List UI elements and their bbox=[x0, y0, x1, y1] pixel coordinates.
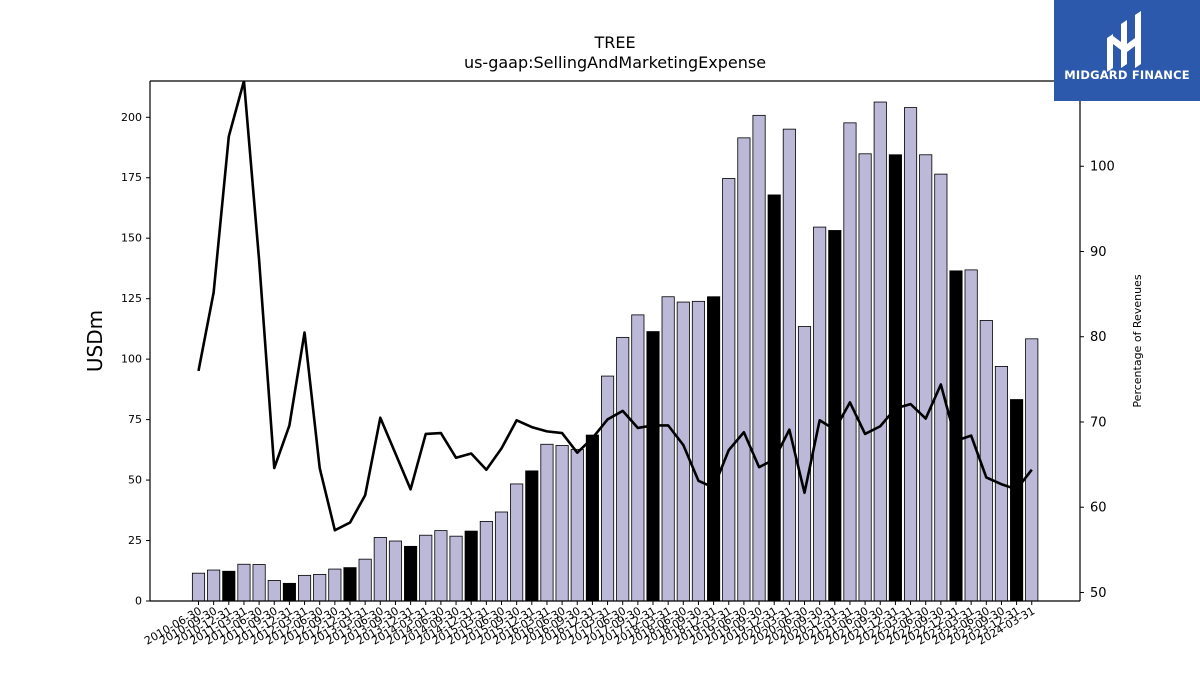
bar-2019-03-31 bbox=[722, 178, 736, 602]
bar-2013-06-30 bbox=[373, 536, 387, 602]
bar-2010-12-31 bbox=[222, 570, 236, 602]
bar-2014-03-31 bbox=[419, 534, 433, 602]
bar-2023-06-30 bbox=[979, 320, 993, 602]
chart-title: TREE bbox=[593, 33, 635, 52]
y-tick-label-200: 200 bbox=[121, 111, 142, 124]
y2-tick-label-70: 70 bbox=[1090, 415, 1107, 430]
bar-2021-12-31 bbox=[888, 154, 902, 602]
y2-tick-label-50: 50 bbox=[1090, 586, 1107, 601]
bar-2022-03-31 bbox=[904, 107, 918, 602]
bar-2010-06-30 bbox=[191, 572, 206, 602]
bar-2018-06-30 bbox=[676, 301, 690, 602]
bar-2013-12-31 bbox=[404, 545, 418, 602]
y-tick-label-25: 25 bbox=[128, 534, 142, 547]
bar-2015-03-31 bbox=[479, 521, 493, 602]
bar-2016-12-31 bbox=[585, 434, 599, 602]
y2-tick-label-80: 80 bbox=[1090, 330, 1107, 345]
y2-tick-label-60: 60 bbox=[1090, 501, 1107, 516]
y2-tick-label-90: 90 bbox=[1090, 245, 1107, 260]
bar-2016-06-30 bbox=[555, 445, 569, 602]
bar-2015-12-31 bbox=[525, 470, 539, 602]
y-tick-label-50: 50 bbox=[128, 474, 142, 487]
bar-2017-09-30 bbox=[631, 314, 645, 602]
bar-2018-09-30 bbox=[691, 300, 705, 602]
bar-2011-12-31 bbox=[282, 582, 296, 602]
logo-mark-icon bbox=[1107, 11, 1141, 72]
bar-2014-09-30 bbox=[449, 535, 463, 602]
bar-2021-03-31 bbox=[843, 122, 857, 602]
y-tick-label-125: 125 bbox=[121, 292, 142, 305]
bar-2011-03-31 bbox=[237, 563, 251, 602]
percentage-line bbox=[197, 81, 1033, 532]
brand-logo: MIDGARD FINANCE bbox=[1054, 0, 1200, 101]
bar-2022-06-30 bbox=[919, 154, 933, 602]
bar-2020-06-30 bbox=[797, 326, 812, 602]
bar-2018-03-31 bbox=[661, 296, 675, 602]
bar-2012-03-31 bbox=[297, 574, 312, 602]
y-axis-label: USDm bbox=[83, 310, 107, 372]
bar-2020-09-30 bbox=[813, 226, 827, 602]
y-tick-label-150: 150 bbox=[121, 232, 142, 245]
bar-2015-09-30 bbox=[510, 483, 524, 602]
bar-2020-03-31 bbox=[782, 128, 796, 602]
bar-2011-06-30 bbox=[252, 564, 266, 602]
bar-2018-12-31 bbox=[707, 296, 721, 602]
bar-2020-12-31 bbox=[828, 230, 842, 602]
y-tick-label-175: 175 bbox=[121, 171, 142, 184]
chart-subtitle: us-gaap:SellingAndMarketingExpense bbox=[464, 53, 766, 72]
y-tick-label-0: 0 bbox=[135, 595, 142, 608]
bar-2021-09-30 bbox=[873, 101, 887, 602]
bar-2019-06-30 bbox=[737, 137, 751, 602]
bar-2015-06-30 bbox=[494, 511, 509, 602]
logo-text: MIDGARD FINANCE bbox=[1064, 68, 1190, 82]
y-tick-label-75: 75 bbox=[128, 413, 142, 426]
y2-tick-label-100: 100 bbox=[1090, 160, 1115, 175]
bar-2013-09-30 bbox=[388, 540, 402, 602]
bar-2019-12-31 bbox=[767, 194, 781, 602]
bar-2012-12-31 bbox=[343, 567, 357, 602]
bar-2010-09-30 bbox=[207, 569, 221, 602]
bar-2014-06-30 bbox=[434, 530, 448, 602]
bar-2019-09-30 bbox=[752, 114, 766, 602]
bar-2017-06-30 bbox=[616, 336, 630, 602]
bar-2012-06-30 bbox=[313, 574, 327, 602]
bar-2017-12-31 bbox=[646, 331, 660, 602]
bar-2012-09-30 bbox=[328, 568, 342, 602]
y2-axis-label: Percentage of Revenues bbox=[1131, 274, 1144, 407]
bar-2021-06-30 bbox=[858, 153, 872, 602]
bar-2016-09-30 bbox=[570, 448, 584, 602]
bar-2023-12-31 bbox=[1010, 399, 1024, 602]
y-tick-label-100: 100 bbox=[121, 353, 142, 366]
bar-2014-12-31 bbox=[464, 530, 478, 602]
bar-2016-03-31 bbox=[540, 443, 554, 602]
bar-2011-09-30 bbox=[267, 580, 281, 602]
bar-2017-03-31 bbox=[601, 375, 615, 602]
bar-2013-03-31 bbox=[358, 558, 372, 602]
